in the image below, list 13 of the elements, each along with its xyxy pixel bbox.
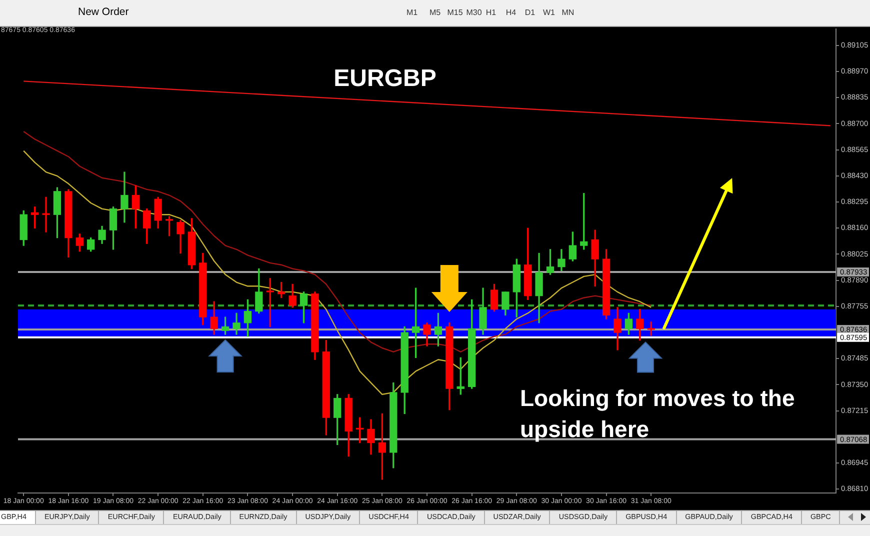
text: MN <box>560 8 576 18</box>
candlestick <box>42 196 50 232</box>
text: H1 <box>484 8 498 18</box>
text: EURGBP <box>334 65 436 93</box>
text: H4 <box>504 8 518 18</box>
text: D1 <box>524 8 536 18</box>
text: M5 <box>428 8 442 18</box>
text: New Order <box>78 6 129 19</box>
text: M1 <box>405 8 419 18</box>
annotation: Looking for moves to the upside here <box>520 384 796 444</box>
text: W1 <box>542 8 556 18</box>
text: M30 <box>465 8 483 18</box>
text: M15 <box>446 8 464 18</box>
